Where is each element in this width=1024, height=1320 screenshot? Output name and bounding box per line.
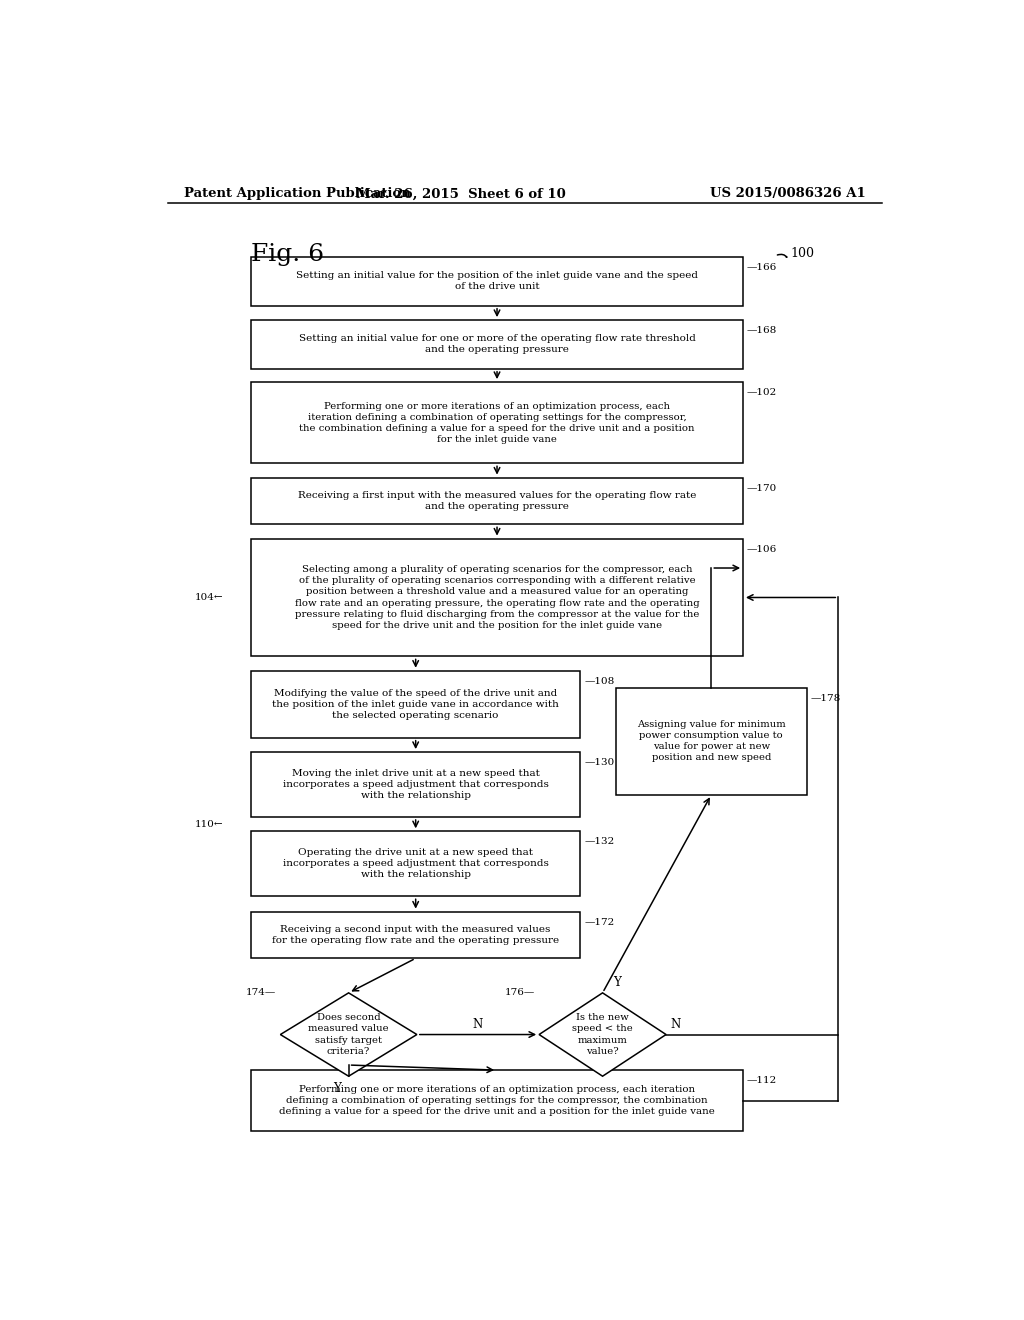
Text: US 2015/0086326 A1: US 2015/0086326 A1: [711, 187, 866, 201]
FancyBboxPatch shape: [251, 752, 581, 817]
Text: Performing one or more iterations of an optimization process, each iteration
def: Performing one or more iterations of an …: [280, 1085, 715, 1117]
Polygon shape: [281, 993, 417, 1076]
Text: —170: —170: [748, 483, 777, 492]
Text: Fig. 6: Fig. 6: [251, 243, 325, 267]
Text: Is the new
speed < the
maximum
value?: Is the new speed < the maximum value?: [572, 1014, 633, 1056]
Text: N: N: [473, 1018, 483, 1031]
Text: —106: —106: [748, 545, 777, 553]
Text: —168: —168: [748, 326, 777, 335]
Text: —130: —130: [585, 758, 614, 767]
Text: Receiving a second input with the measured values
for the operating flow rate an: Receiving a second input with the measur…: [272, 925, 559, 945]
FancyBboxPatch shape: [251, 319, 743, 368]
FancyBboxPatch shape: [251, 381, 743, 463]
FancyBboxPatch shape: [251, 832, 581, 896]
Text: 104←: 104←: [195, 593, 223, 602]
Text: Y: Y: [613, 977, 621, 989]
Text: —178: —178: [811, 694, 841, 704]
Text: —172: —172: [585, 917, 614, 927]
Text: Performing one or more iterations of an optimization process, each
iteration def: Performing one or more iterations of an …: [299, 401, 694, 444]
Text: Mar. 26, 2015  Sheet 6 of 10: Mar. 26, 2015 Sheet 6 of 10: [356, 187, 566, 201]
Text: Setting an initial value for one or more of the operating flow rate threshold
an: Setting an initial value for one or more…: [299, 334, 695, 355]
Text: Does second
measured value
satisfy target
criteria?: Does second measured value satisfy targe…: [308, 1014, 389, 1056]
Text: —112: —112: [748, 1076, 777, 1085]
Text: —102: —102: [748, 388, 777, 397]
Text: 176—: 176—: [505, 987, 536, 997]
FancyBboxPatch shape: [251, 671, 581, 738]
Text: 110←: 110←: [195, 820, 223, 829]
Text: Setting an initial value for the position of the inlet guide vane and the speed
: Setting an initial value for the positio…: [296, 272, 698, 292]
Text: 100: 100: [791, 247, 815, 260]
FancyBboxPatch shape: [251, 1071, 743, 1131]
FancyBboxPatch shape: [251, 478, 743, 524]
FancyBboxPatch shape: [251, 539, 743, 656]
FancyBboxPatch shape: [251, 912, 581, 958]
Text: —166: —166: [748, 263, 777, 272]
Text: —132: —132: [585, 837, 614, 846]
Text: Receiving a first input with the measured values for the operating flow rate
and: Receiving a first input with the measure…: [298, 491, 696, 511]
Text: N: N: [670, 1018, 680, 1031]
Text: Patent Application Publication: Patent Application Publication: [183, 187, 411, 201]
Text: Moving the inlet drive unit at a new speed that
incorporates a speed adjustment : Moving the inlet drive unit at a new spe…: [283, 770, 549, 800]
Text: Assigning value for minimum
power consumption value to
value for power at new
po: Assigning value for minimum power consum…: [637, 721, 785, 763]
Text: Y: Y: [333, 1082, 341, 1094]
Text: —108: —108: [585, 677, 614, 686]
FancyBboxPatch shape: [616, 688, 807, 795]
Text: Operating the drive unit at a new speed that
incorporates a speed adjustment tha: Operating the drive unit at a new speed …: [283, 849, 549, 879]
FancyArrowPatch shape: [777, 255, 786, 257]
FancyBboxPatch shape: [251, 257, 743, 306]
Text: 174—: 174—: [246, 987, 276, 997]
Text: Modifying the value of the speed of the drive unit and
the position of the inlet: Modifying the value of the speed of the …: [272, 689, 559, 719]
Polygon shape: [539, 993, 666, 1076]
Text: Selecting among a plurality of operating scenarios for the compressor, each
of t: Selecting among a plurality of operating…: [295, 565, 699, 630]
